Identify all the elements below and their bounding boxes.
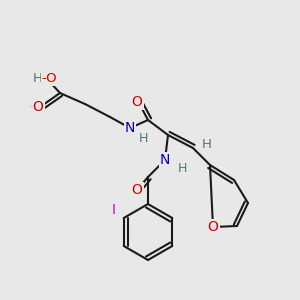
Text: N: N bbox=[125, 121, 135, 135]
Text: H: H bbox=[138, 131, 148, 145]
Text: O: O bbox=[132, 95, 142, 109]
Text: -O: -O bbox=[38, 71, 54, 85]
Text: H: H bbox=[177, 161, 187, 175]
Text: O: O bbox=[33, 100, 44, 114]
Text: I: I bbox=[112, 203, 116, 217]
Text: H: H bbox=[35, 71, 45, 85]
Text: H: H bbox=[33, 73, 43, 85]
Text: -O: -O bbox=[41, 73, 57, 85]
Text: O: O bbox=[132, 183, 142, 197]
Text: O: O bbox=[208, 220, 218, 234]
Text: N: N bbox=[160, 153, 170, 167]
Text: H: H bbox=[202, 139, 212, 152]
Text: O: O bbox=[30, 100, 40, 114]
